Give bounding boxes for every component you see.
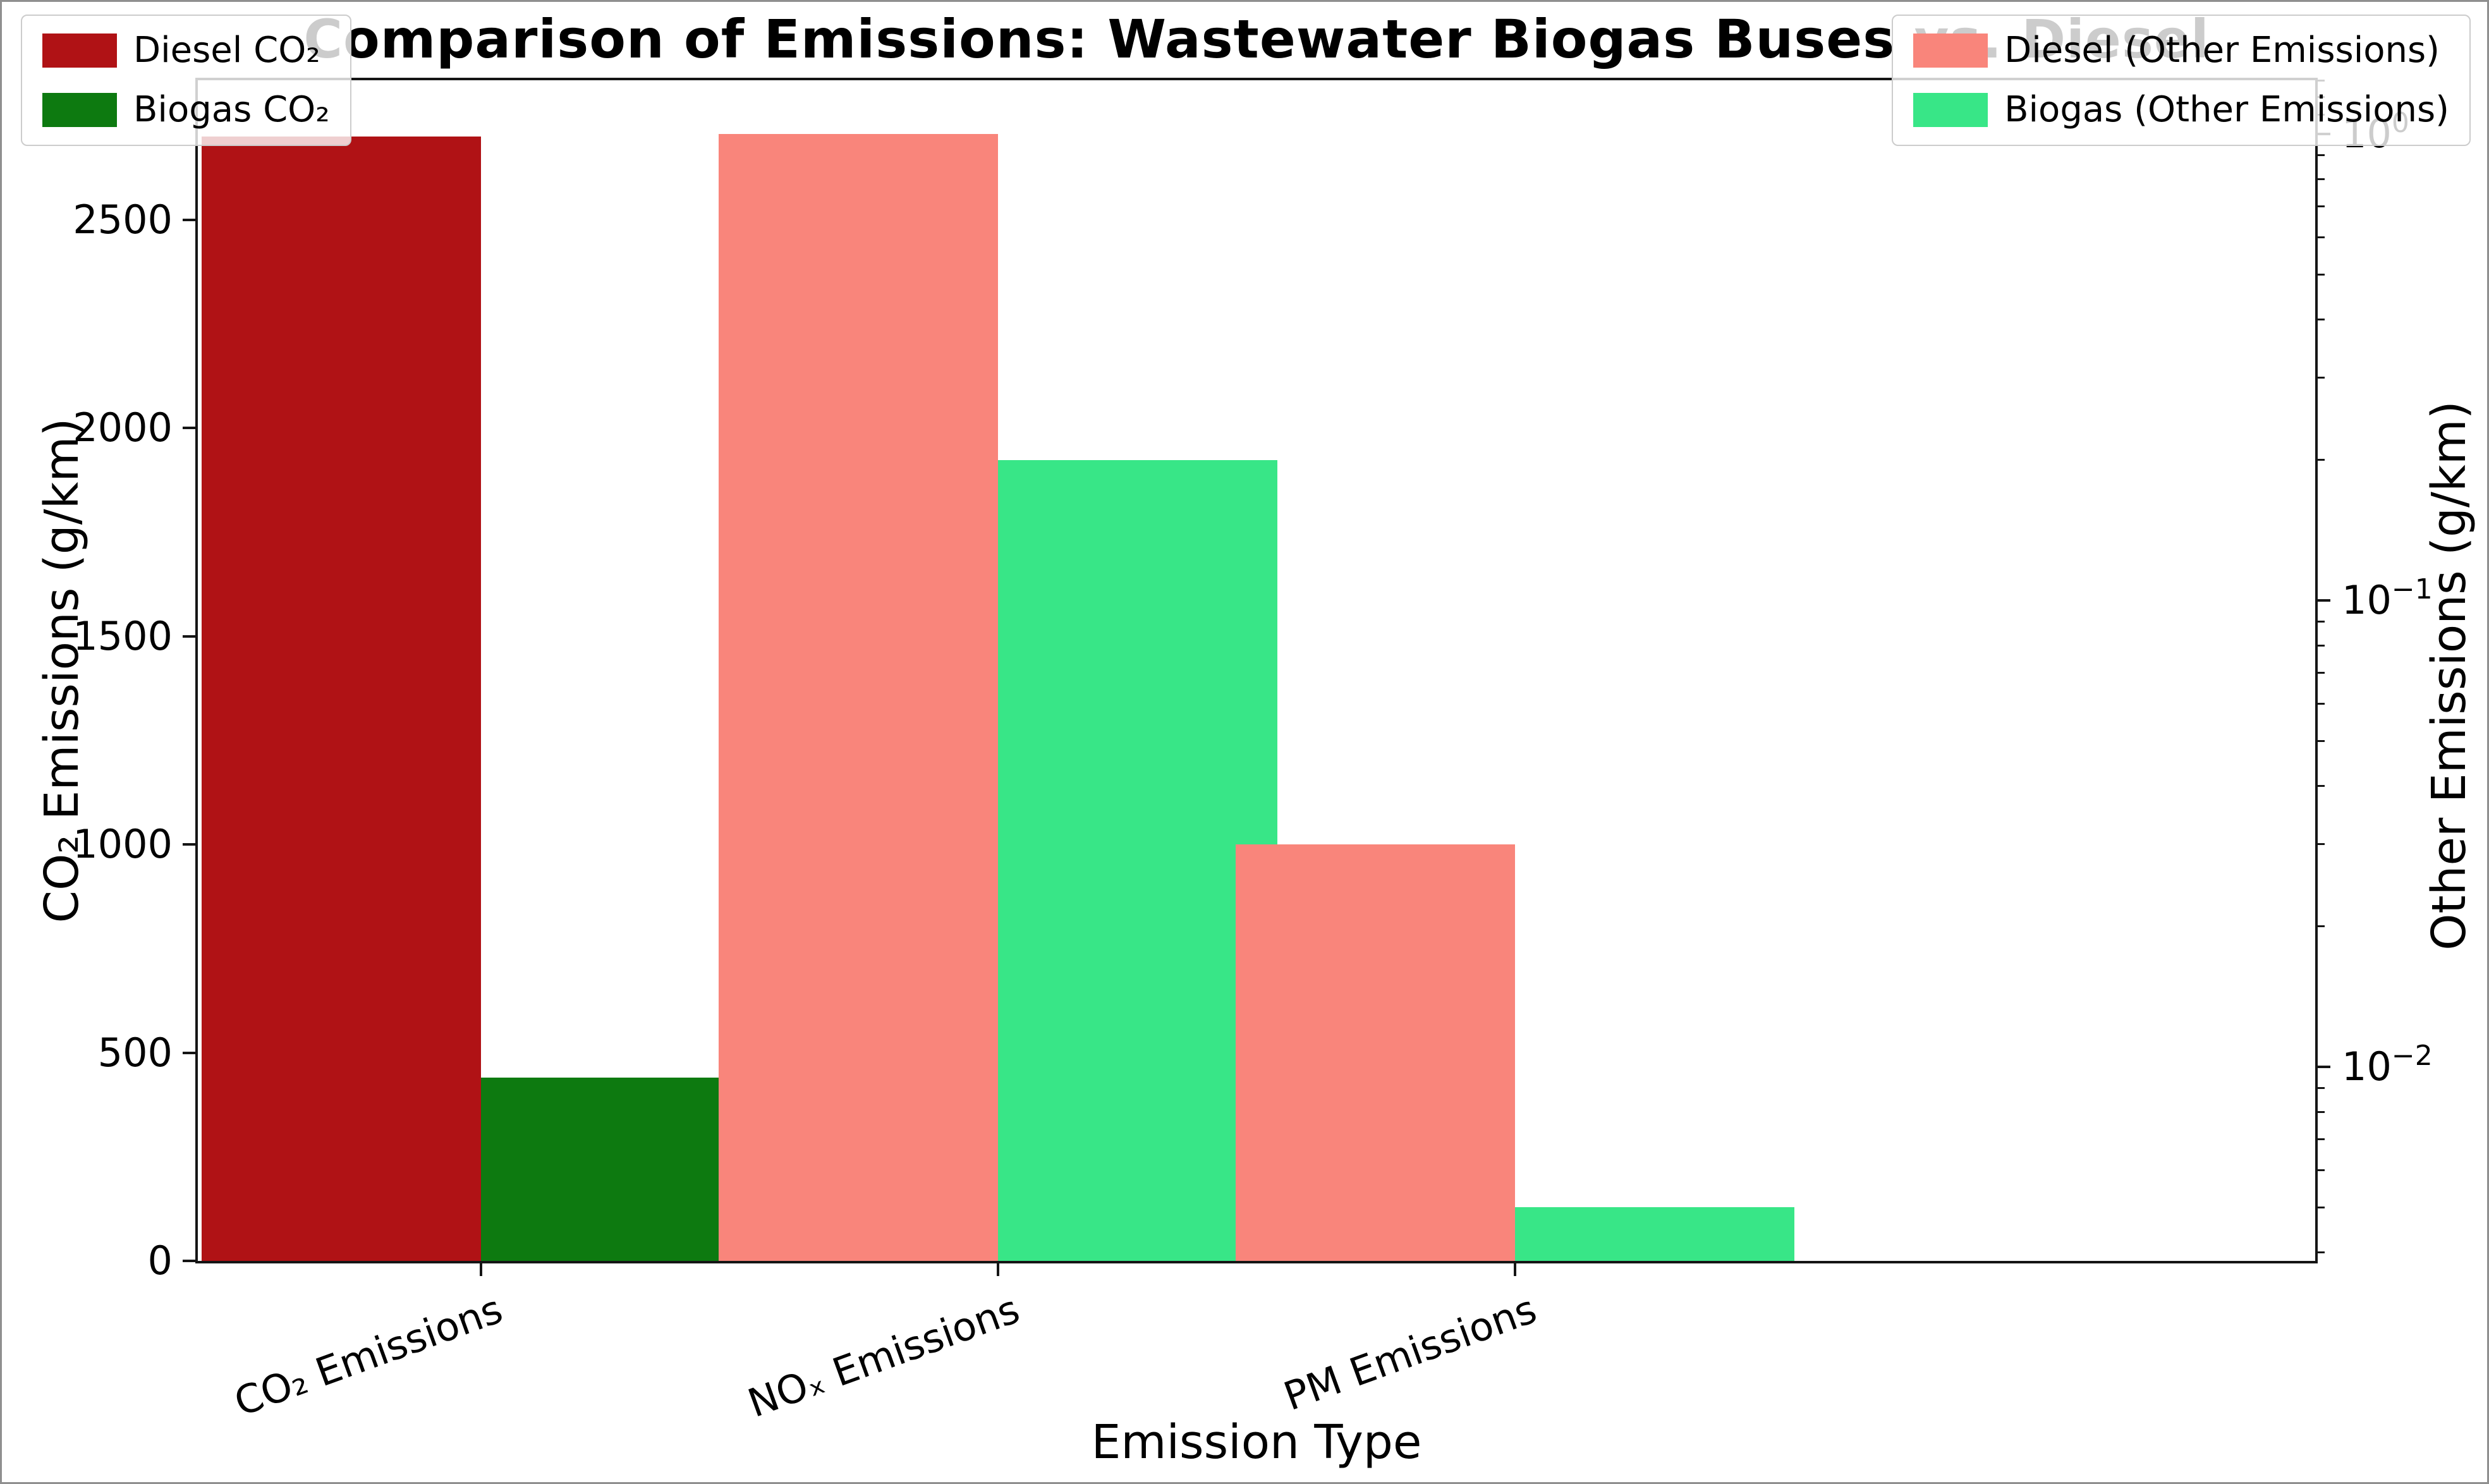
right-y-axis-label: Other Emissions (g/km) bbox=[2422, 401, 2476, 951]
bar-biogas-other-emissions- bbox=[1515, 1207, 1795, 1261]
right-y-tick bbox=[2318, 599, 2330, 602]
right-y-minor-tick bbox=[2318, 925, 2325, 928]
left-y-tick bbox=[183, 1051, 195, 1054]
bar-diesel-other-emissions- bbox=[718, 133, 998, 1261]
bar-diesel-co- bbox=[201, 136, 481, 1261]
legend-label: Biogas CO₂ bbox=[133, 89, 330, 130]
legend-swatch-diesel-other bbox=[1913, 33, 1988, 68]
right-y-minor-tick bbox=[2318, 1206, 2325, 1208]
x-tick-label: NOₓ Emissions bbox=[741, 1286, 1026, 1427]
bar-biogas-co- bbox=[480, 1078, 761, 1261]
right-y-tick-exponent: −2 bbox=[2391, 1040, 2433, 1073]
left-y-tick bbox=[183, 1260, 195, 1262]
right-y-minor-tick bbox=[2318, 621, 2325, 623]
right-y-minor-tick bbox=[2318, 1087, 2325, 1090]
legend-swatch-diesel-co2 bbox=[42, 33, 117, 68]
right-y-minor-tick bbox=[2318, 377, 2325, 379]
legend-item: Biogas (Other Emissions) bbox=[1913, 92, 2449, 128]
legend-other-emissions: Diesel (Other Emissions) Biogas (Other E… bbox=[1892, 15, 2471, 146]
left-y-tick bbox=[183, 427, 195, 430]
left-y-tick-label: 2500 bbox=[73, 196, 173, 243]
left-y-tick bbox=[183, 218, 195, 221]
right-y-minor-tick bbox=[2318, 1169, 2325, 1172]
right-y-minor-tick bbox=[2318, 671, 2325, 674]
right-y-minor-tick bbox=[2318, 703, 2325, 705]
right-y-minor-tick bbox=[2318, 319, 2325, 321]
left-y-tick bbox=[183, 843, 195, 846]
x-tick bbox=[1514, 1263, 1517, 1276]
right-y-tick-label: 10−1 bbox=[2342, 573, 2433, 624]
left-y-tick-label: 0 bbox=[147, 1238, 173, 1284]
right-y-minor-tick bbox=[2318, 1251, 2325, 1254]
bar-biogas-other-emissions- bbox=[997, 459, 1278, 1261]
x-tick bbox=[996, 1263, 999, 1276]
legend-co2: Diesel CO₂ Biogas CO₂ bbox=[21, 15, 351, 146]
right-y-minor-tick bbox=[2318, 459, 2325, 461]
legend-label: Biogas (Other Emissions) bbox=[2004, 89, 2449, 130]
right-y-minor-tick bbox=[2318, 785, 2325, 788]
right-y-minor-tick bbox=[2318, 236, 2325, 239]
left-y-tick-label: 1500 bbox=[73, 612, 173, 659]
legend-swatch-biogas-other bbox=[1913, 93, 1988, 127]
legend-item: Diesel (Other Emissions) bbox=[1913, 32, 2449, 69]
x-tick bbox=[479, 1263, 482, 1276]
legend-item: Diesel CO₂ bbox=[42, 32, 330, 69]
left-y-tick-label: 1000 bbox=[73, 821, 173, 868]
right-y-tick-base: 10 bbox=[2342, 1043, 2392, 1090]
left-y-tick-label: 2000 bbox=[73, 404, 173, 451]
legend-swatch-biogas-co2 bbox=[42, 93, 117, 127]
right-y-minor-tick bbox=[2318, 843, 2325, 846]
legend-label: Diesel CO₂ bbox=[133, 30, 320, 71]
right-y-minor-tick bbox=[2318, 205, 2325, 207]
left-y-tick-label: 500 bbox=[97, 1029, 173, 1076]
legend-item: Biogas CO₂ bbox=[42, 92, 330, 128]
chart-title: Comparison of Emissions: Wastewater Biog… bbox=[303, 8, 2210, 70]
right-y-minor-tick bbox=[2318, 154, 2325, 157]
right-y-minor-tick bbox=[2318, 645, 2325, 647]
right-y-tick-label: 10−2 bbox=[2342, 1040, 2433, 1091]
right-y-tick-base: 10 bbox=[2342, 577, 2392, 623]
right-y-tick bbox=[2318, 1066, 2330, 1069]
right-y-minor-tick bbox=[2318, 273, 2325, 276]
x-tick-label: CO₂ Emissions bbox=[228, 1286, 509, 1426]
left-y-tick bbox=[183, 635, 195, 638]
right-y-minor-tick bbox=[2318, 1138, 2325, 1140]
right-y-minor-tick bbox=[2318, 1111, 2325, 1114]
legend-label: Diesel (Other Emissions) bbox=[2004, 30, 2440, 71]
right-y-minor-tick bbox=[2318, 178, 2325, 180]
right-y-minor-tick bbox=[2318, 739, 2325, 742]
bar-diesel-other-emissions- bbox=[1235, 844, 1516, 1261]
right-y-tick-exponent: −1 bbox=[2391, 573, 2433, 605]
left-y-axis-label: CO₂ Emissions (g/km) bbox=[35, 418, 89, 923]
x-axis-label: Emission Type bbox=[1091, 1415, 1422, 1469]
